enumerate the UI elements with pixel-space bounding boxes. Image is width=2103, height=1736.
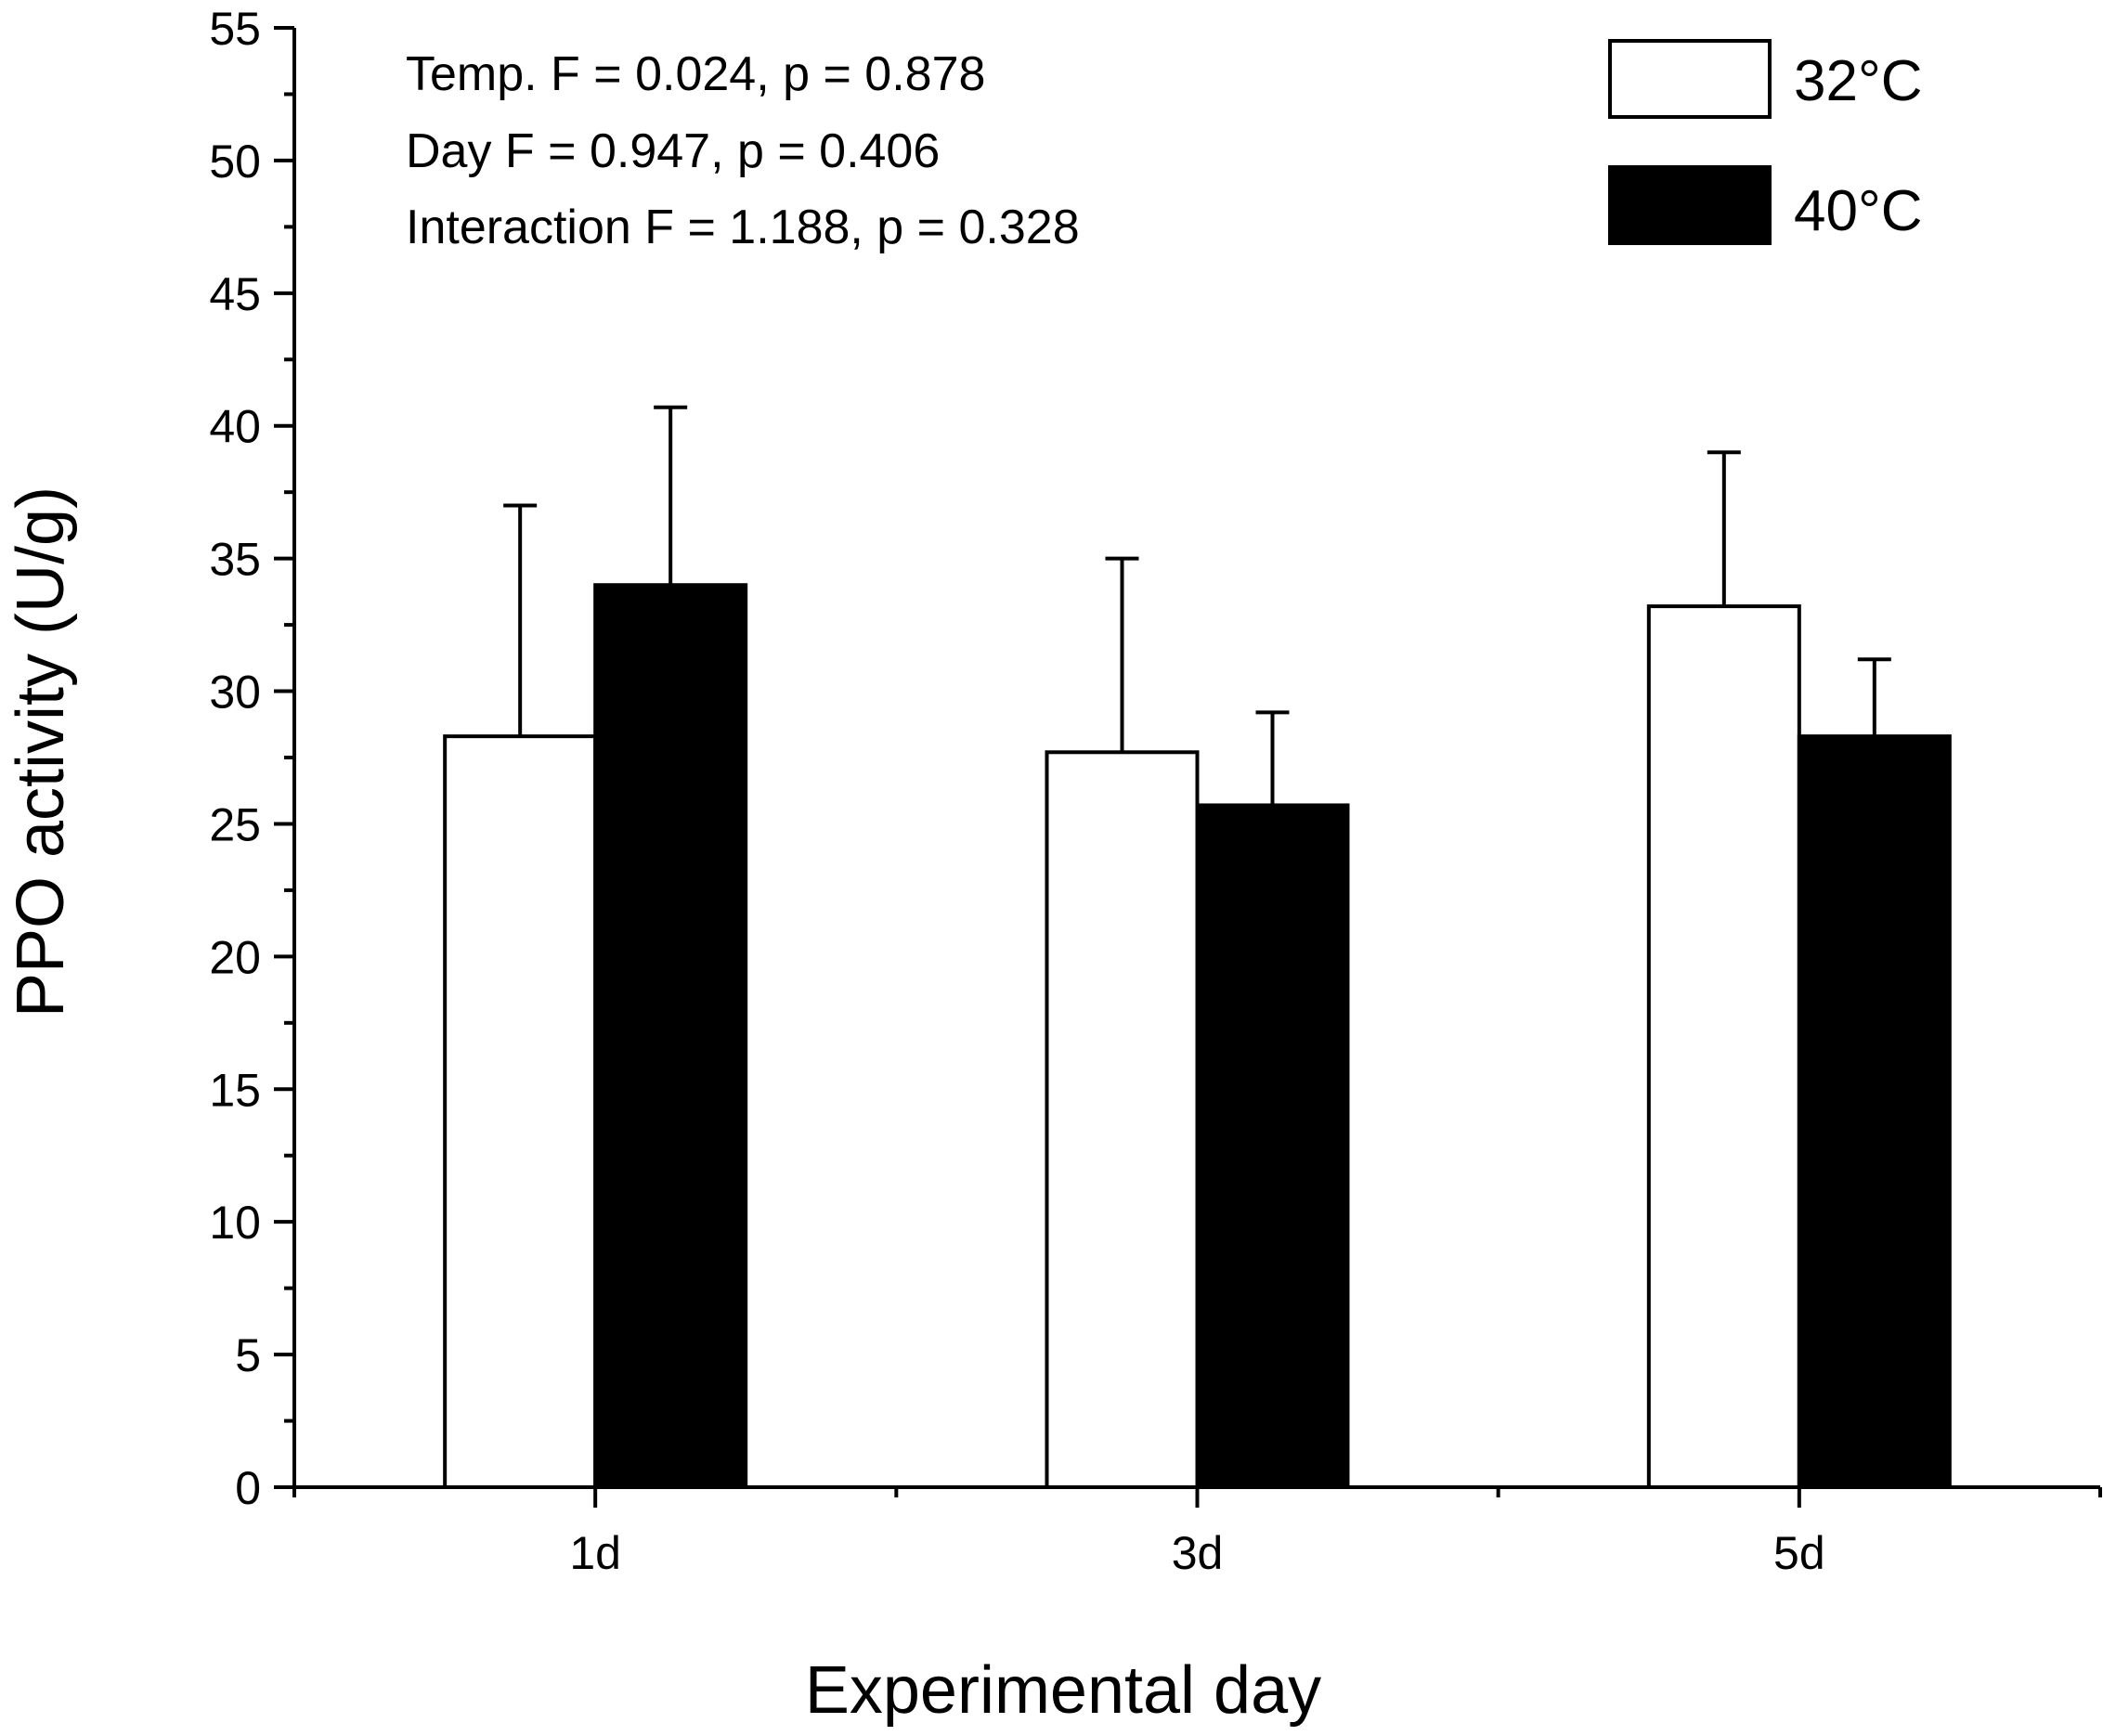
annotation-day: Day F = 0.947, p = 0.406 bbox=[406, 124, 940, 178]
x-tick-label: 1d bbox=[569, 1527, 621, 1579]
x-tick-label: 5d bbox=[1773, 1527, 1825, 1579]
y-tick-label: 45 bbox=[209, 268, 261, 320]
legend-label-32c: 32°C bbox=[1794, 49, 1923, 113]
y-tick-label: 10 bbox=[209, 1197, 261, 1249]
bars-layer bbox=[443, 405, 1952, 1489]
y-tick-label: 20 bbox=[209, 931, 261, 983]
x-axis-title: Experimental day bbox=[805, 1653, 1321, 1728]
y-tick-label: 30 bbox=[209, 667, 261, 719]
y-tick-label: 55 bbox=[209, 3, 261, 55]
legend-label-40c: 40°C bbox=[1794, 179, 1923, 243]
annotation-interaction: Interaction F = 1.188, p = 0.328 bbox=[406, 201, 1080, 254]
y-tick-label: 15 bbox=[209, 1064, 261, 1116]
y-tick-label: 40 bbox=[209, 401, 261, 453]
legend-swatch-32c bbox=[1608, 39, 1772, 119]
legend-swatch-40c bbox=[1608, 165, 1772, 245]
bar-32c-5d bbox=[1646, 604, 1801, 1489]
annotation-temp: Temp. F = 0.024, p = 0.878 bbox=[406, 47, 985, 101]
y-tick-label: 0 bbox=[235, 1462, 261, 1514]
bar-40c-1d bbox=[593, 583, 748, 1489]
bar-32c-3d bbox=[1045, 750, 1200, 1489]
bar-32c-1d bbox=[443, 734, 598, 1489]
y-tick-label: 35 bbox=[209, 534, 261, 586]
y-tick-label: 50 bbox=[209, 136, 261, 188]
bar-40c-5d bbox=[1797, 734, 1952, 1489]
bar-40c-3d bbox=[1195, 803, 1350, 1489]
x-tick-label: 3d bbox=[1172, 1527, 1224, 1579]
y-axis-title: PPO activity (U/g) bbox=[4, 486, 78, 1017]
x-ticks: 1d 3d 5d bbox=[292, 1487, 2102, 1579]
legend: 32°C 40°C bbox=[1608, 39, 1923, 245]
y-tick-label: 5 bbox=[235, 1329, 261, 1381]
y-ticks: 0 5 10 15 20 25 30 35 40 45 50 55 bbox=[209, 3, 294, 1514]
y-tick-label: 25 bbox=[209, 798, 261, 850]
